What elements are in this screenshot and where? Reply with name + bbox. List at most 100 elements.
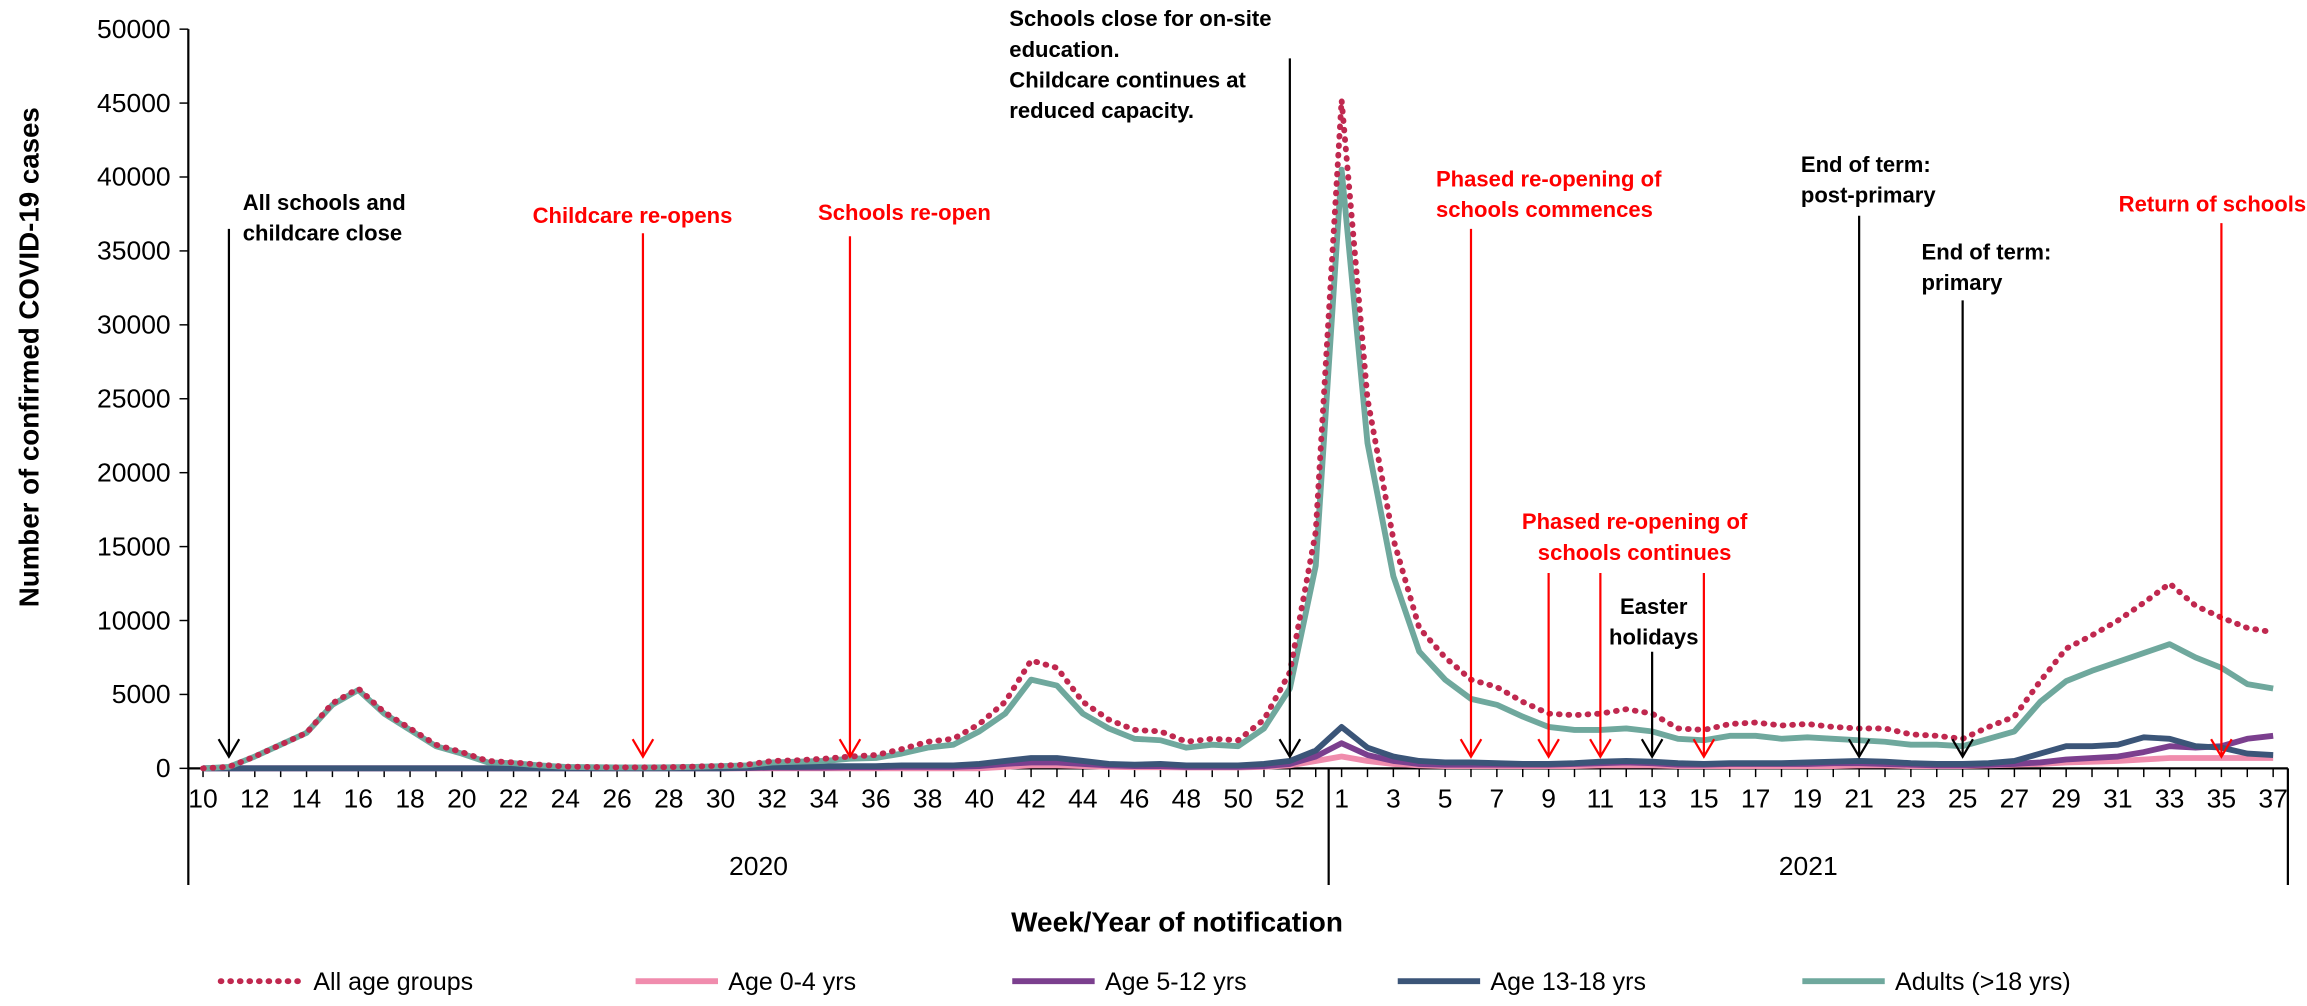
x-tick-label: 35: [2207, 784, 2236, 814]
x-tick-label: 40: [965, 784, 994, 814]
arrow-head: [1589, 738, 1612, 759]
x-tick-label: 3: [1386, 784, 1401, 814]
legend-label: Age 5-12 yrs: [1105, 968, 1247, 996]
arrow-head: [2210, 738, 2233, 759]
x-tick-label: 28: [654, 784, 683, 814]
legend-label: All age groups: [313, 968, 473, 996]
arrow-head: [1951, 738, 1974, 759]
annotation-line: End of term:: [1801, 152, 1931, 177]
arrow-head: [1459, 738, 1483, 759]
x-tick-label: 10: [188, 784, 217, 814]
annotation-line: Return of schools: [2119, 191, 2306, 216]
x-tick-label: 37: [2258, 784, 2287, 814]
x-tick-label: 29: [2051, 784, 2080, 814]
x-tick-label: 34: [809, 784, 838, 814]
x-tick-label: 7: [1489, 784, 1504, 814]
year-label: 2021: [1779, 851, 1838, 881]
legend-label: Age 13-18 yrs: [1490, 968, 1646, 996]
annotation: Childcare re-opens: [533, 203, 733, 228]
legend-label: Age 0-4 yrs: [728, 968, 856, 996]
x-tick-label: 30: [706, 784, 735, 814]
annotation: Easter holidays: [1609, 594, 1698, 650]
annotation-line: schools continues: [1538, 540, 1732, 565]
x-tick-label: 20: [447, 784, 476, 814]
annotation-line: schools commences: [1436, 197, 1653, 222]
x-tick-label: 12: [240, 784, 269, 814]
x-tick-label: 27: [2000, 784, 2029, 814]
x-tick-label: 48: [1172, 784, 1201, 814]
x-tick-label: 9: [1541, 784, 1556, 814]
annotation-line: Phased re-opening of: [1436, 167, 1662, 192]
x-axis-title: Week/Year of notification: [1011, 907, 1343, 938]
x-tick-label: 33: [2155, 784, 2184, 814]
annotation-line: reduced capacity.: [1009, 98, 1194, 123]
annotation-line: All schools and: [243, 190, 406, 215]
annotation-line: Easter: [1620, 594, 1688, 619]
annotation-line: Phased re-opening of: [1522, 509, 1748, 534]
x-tick-label: 5: [1438, 784, 1453, 814]
y-tick-label: 40000: [97, 162, 171, 192]
x-tick-label: 38: [913, 784, 942, 814]
y-tick-label: 5000: [112, 679, 171, 709]
annotation: End of term: primary: [1922, 240, 2052, 296]
x-tick-label: 23: [1896, 784, 1925, 814]
annotation-line: education.: [1009, 37, 1119, 62]
x-tick-label: 26: [602, 784, 631, 814]
x-tick-label: 22: [499, 784, 528, 814]
annotation: Schools re-open: [818, 200, 991, 225]
year-label: 2020: [729, 851, 788, 881]
series-line: [200, 97, 2277, 772]
x-tick-label: 32: [758, 784, 787, 814]
x-tick-label: 16: [344, 784, 373, 814]
y-tick-label: 30000: [97, 310, 171, 340]
annotation: Phased re-opening of schools commences: [1436, 167, 1662, 223]
annotation-line: primary: [1922, 270, 2004, 295]
arrow-head: [1537, 738, 1560, 759]
arrow-head: [1278, 738, 1302, 759]
annotation: Phased re-opening of schools continues: [1522, 509, 1748, 565]
y-tick-label: 20000: [97, 458, 171, 488]
y-axis-title: Number of confirmed COVID-19 cases: [13, 107, 44, 607]
x-tick-label: 21: [1844, 784, 1873, 814]
x-tick-label: 36: [861, 784, 890, 814]
annotation: All schools and childcare close: [243, 190, 406, 246]
arrow-head: [217, 738, 241, 759]
arrow-head: [1640, 738, 1664, 759]
y-tick-label: 45000: [97, 88, 171, 118]
x-tick-label: 25: [1948, 784, 1977, 814]
legend-label: Adults (>18 yrs): [1895, 968, 2071, 996]
y-tick-label: 25000: [97, 384, 171, 414]
y-tick-label: 50000: [97, 14, 171, 44]
x-tick-label: 44: [1068, 784, 1097, 814]
arrow-head: [1692, 738, 1716, 759]
annotation-line: Childcare continues at: [1009, 68, 1246, 93]
annotation: Return of schools: [2119, 191, 2306, 216]
y-tick-label: 35000: [97, 236, 171, 266]
annotation-line: childcare close: [243, 221, 402, 246]
x-tick-label: 46: [1120, 784, 1149, 814]
x-tick-label: 1: [1334, 784, 1349, 814]
arrow-head: [1847, 738, 1871, 759]
x-tick-label: 19: [1793, 784, 1822, 814]
annotation: End of term: post-primary: [1801, 152, 1937, 208]
annotation-line: Childcare re-opens: [533, 203, 733, 228]
x-tick-label: 17: [1741, 784, 1770, 814]
annotation: Schools close for on-site education. Child…: [1009, 6, 1271, 123]
y-tick-label: 10000: [97, 605, 171, 635]
y-tick-label: 0: [156, 753, 171, 783]
annotation-line: Schools re-open: [818, 200, 991, 225]
annotation-line: holidays: [1609, 625, 1698, 650]
x-tick-label: 15: [1689, 784, 1718, 814]
x-tick-label: 52: [1275, 784, 1304, 814]
x-tick-label: 42: [1016, 784, 1045, 814]
x-tick-label: 31: [2103, 784, 2132, 814]
annotation-line: Schools close for on-site: [1009, 6, 1271, 31]
x-tick-label: 18: [395, 784, 424, 814]
x-tick-label: 14: [292, 784, 321, 814]
annotation-line: post-primary: [1801, 183, 1937, 208]
x-tick-label: 50: [1223, 784, 1252, 814]
annotation-line: End of term:: [1922, 240, 2052, 265]
x-tick-label: 24: [551, 784, 580, 814]
